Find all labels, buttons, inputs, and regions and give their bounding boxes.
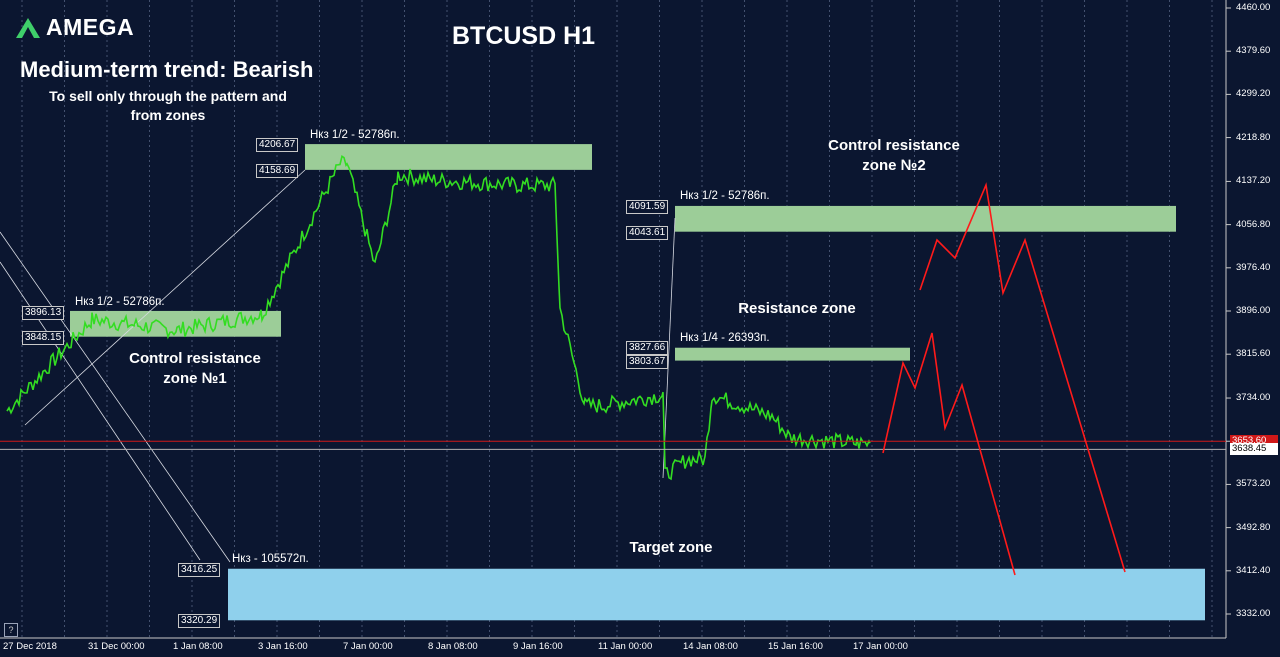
strategy-note: To sell only through the pattern and fro… <box>18 87 318 125</box>
control-zone-1-line1: Control resistance <box>129 350 261 367</box>
price-tick: 4056.80 <box>1236 218 1271 230</box>
price-tick: 3815.60 <box>1236 348 1271 360</box>
date-tick: 14 Jan 08:00 <box>683 641 738 652</box>
zone-1-top-price: 3896.13 <box>22 306 65 320</box>
price-tick: 3573.20 <box>1236 478 1271 490</box>
current-price-tag: 3638.45 <box>1230 443 1278 456</box>
zone-2-top-price: 4206.67 <box>256 138 299 152</box>
forecast-path <box>919 182 1126 573</box>
price-tick: 3976.40 <box>1236 261 1271 273</box>
control-zone-2-line2: zone №2 <box>862 157 926 174</box>
forecast-path <box>882 332 1016 576</box>
zone-rect <box>305 144 592 170</box>
zone-rects <box>70 144 1205 621</box>
zone-1-bottom-price: 3848.15 <box>22 331 65 345</box>
control-zone-1-label: Control resistance zone №1 <box>110 349 280 389</box>
price-tick: 4379.60 <box>1236 45 1271 57</box>
trend-diagonals <box>0 169 676 563</box>
date-tick: 17 Jan 00:00 <box>853 641 908 652</box>
zone-5-bottom-price: 3320.29 <box>178 614 221 628</box>
date-tick: 7 Jan 00:00 <box>343 641 393 652</box>
date-tick: 3 Jan 16:00 <box>258 641 308 652</box>
diagonal-line <box>662 217 676 479</box>
control-zone-1-line2: zone №1 <box>163 370 227 387</box>
zone-3-top-price: 4091.59 <box>626 200 669 214</box>
date-tick: 15 Jan 16:00 <box>768 641 823 652</box>
price-tick: 4218.80 <box>1236 131 1271 143</box>
zone-rect <box>675 347 910 361</box>
control-zone-2-line1: Control resistance <box>828 137 960 154</box>
price-tick: 3332.00 <box>1236 608 1271 619</box>
zone-3-bottom-price: 4043.61 <box>626 226 669 240</box>
forecast-lines <box>882 182 1126 576</box>
note-line-2: from zones <box>130 107 206 123</box>
zone-1-nkz-label: Нкз 1/2 - 52786п. <box>75 296 165 308</box>
diagonal-line <box>24 169 306 426</box>
logo-text: AMEGA <box>46 14 135 40</box>
price-tick: 4299.20 <box>1236 88 1271 100</box>
diagonal-line <box>0 231 231 563</box>
zone-2-nkz-label: Нкз 1/2 - 52786п. <box>310 129 400 141</box>
target-zone-label: Target zone <box>629 539 713 556</box>
zone-5-top-price: 3416.25 <box>178 563 221 577</box>
resistance-zone-label: Resistance zone <box>738 300 856 317</box>
zone-4-nkz-label: Нкз 1/4 - 26393п. <box>680 332 770 344</box>
chart-title: BTCUSD H1 <box>452 22 596 50</box>
date-tick: 9 Jan 16:00 <box>513 641 563 652</box>
price-tick: 4137.20 <box>1236 175 1271 187</box>
control-zone-2-label: Control resistance zone №2 <box>809 136 979 176</box>
date-tick: 31 Dec 00:00 <box>88 641 145 652</box>
zoom-button[interactable]: ? <box>4 623 18 637</box>
price-tick: 3734.00 <box>1236 392 1271 404</box>
price-tick: 3896.00 <box>1236 305 1271 316</box>
note-line-1: To sell only through the pattern and <box>49 88 287 104</box>
trend-text: Medium-term trend: Bearish <box>20 57 314 82</box>
price-tick: 4460.00 <box>1236 2 1271 13</box>
logo: AMEGA <box>14 14 134 41</box>
zone-rect <box>228 568 1205 621</box>
zone-3-nkz-label: Нкз 1/2 - 52786п. <box>680 190 770 202</box>
zone-4-top-price: 3827.66 <box>626 341 669 355</box>
date-tick: 11 Jan 00:00 <box>598 641 653 652</box>
amega-logo-icon <box>16 17 40 38</box>
date-tick: 27 Dec 2018 <box>3 641 57 652</box>
zone-rect <box>675 205 1176 232</box>
zone-4-bottom-price: 3803.67 <box>626 355 669 369</box>
zone-5-nkz-label: Нкз - 105572п. <box>232 553 309 565</box>
date-tick: 1 Jan 08:00 <box>173 641 223 652</box>
date-tick: 8 Jan 08:00 <box>428 641 478 652</box>
chart-grid <box>21 0 1231 638</box>
price-series-line <box>6 155 871 481</box>
zone-2-bottom-price: 4158.69 <box>256 164 299 178</box>
price-tick: 3492.80 <box>1236 521 1271 533</box>
price-tick: 3412.40 <box>1236 564 1271 576</box>
